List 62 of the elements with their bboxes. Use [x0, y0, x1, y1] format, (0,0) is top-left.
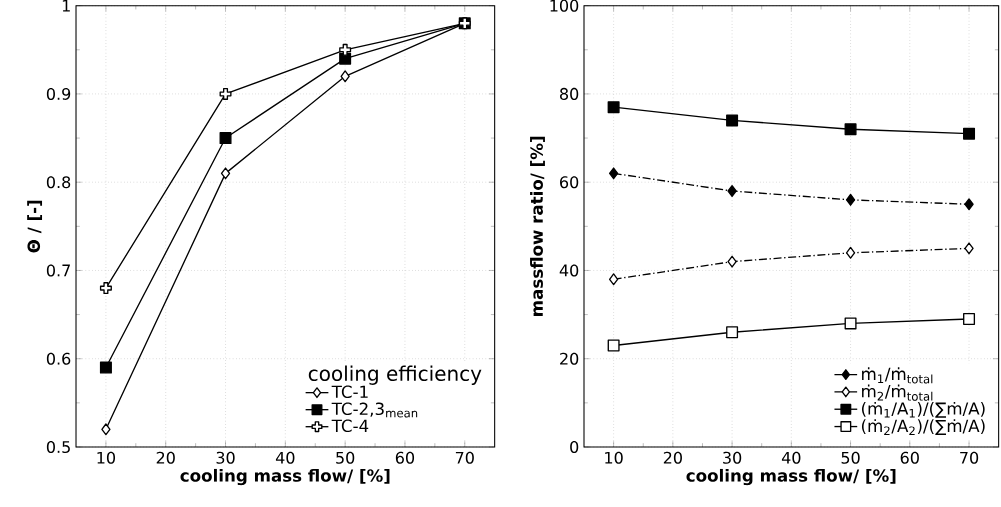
point	[844, 317, 857, 330]
x-tick-label: 20	[663, 451, 682, 464]
point	[727, 185, 737, 198]
x-tick-label: 10	[605, 451, 623, 464]
y-tick-label: 60	[560, 176, 579, 189]
y-tick-label: 40	[559, 264, 579, 277]
point	[99, 361, 112, 374]
x-tick-label: 60	[395, 451, 415, 464]
y-tick-label: 0.8	[46, 176, 71, 189]
legend-label: ṁ$_{2}$/ṁ$_{total}$	[862, 384, 933, 401]
point	[845, 193, 856, 206]
point	[219, 132, 232, 145]
legend-label: TC-1	[331, 385, 368, 399]
point	[607, 101, 620, 114]
y-axis-title: Θ / [-]	[27, 200, 43, 253]
x-tick-label: 30	[723, 451, 742, 464]
x-axis-title: cooling mass flow/ [%]	[180, 468, 390, 486]
legend-label: (ṁ$_{2}$/A$_{2}$)/(∑ṁ/A)	[861, 419, 985, 436]
y-tick-label: 20	[560, 352, 579, 365]
x-tick-label: 10	[97, 451, 116, 464]
y-tick-label: 0.7	[46, 264, 70, 277]
legend-label: (ṁ$_{1}$/A$_{1}$)/(∑ṁ/A)	[861, 401, 985, 418]
point	[963, 313, 976, 326]
y-tick-label: 0.5	[46, 440, 70, 454]
y-tick-label: 0.6	[46, 352, 71, 365]
x-tick-label: 70	[455, 451, 474, 464]
point	[101, 423, 111, 436]
y-tick-label: 1	[62, 0, 70, 12]
y-axis-title: massflow ratio/ [%]	[530, 136, 545, 316]
x-tick-label: 50	[336, 451, 355, 464]
point	[726, 326, 739, 339]
x-tick-label: 70	[960, 451, 979, 464]
point	[844, 123, 857, 136]
point	[339, 43, 352, 56]
point	[220, 167, 231, 180]
x-tick-label: 40	[275, 451, 295, 464]
legend-title: cooling efficiency	[308, 365, 482, 385]
point	[607, 339, 620, 352]
legend-label: TC-4	[331, 419, 369, 433]
point	[726, 114, 739, 127]
x-tick-label: 60	[900, 451, 919, 464]
x-axis-title: cooling mass flow/ [%]	[686, 468, 896, 486]
point	[963, 127, 976, 140]
point	[727, 255, 737, 268]
point	[845, 246, 856, 259]
y-tick-label: 0.9	[46, 87, 71, 100]
point	[964, 242, 974, 255]
point	[340, 70, 350, 83]
y-tick-label: 80	[560, 87, 579, 100]
point	[608, 273, 619, 286]
point	[99, 282, 112, 295]
point	[608, 167, 619, 180]
point	[219, 87, 232, 100]
x-tick-label: 20	[156, 451, 175, 464]
legend-label: TC-2,3$_{mean}$	[331, 402, 418, 418]
legend-label: ṁ$_{1}$/ṁ$_{total}$	[862, 367, 933, 384]
y-tick-label: 100	[550, 0, 579, 12]
x-tick-label: 50	[841, 451, 860, 464]
x-tick-label: 40	[781, 451, 801, 464]
y-tick-label: 0	[570, 440, 579, 454]
x-tick-label: 30	[216, 451, 235, 464]
point	[964, 198, 974, 211]
